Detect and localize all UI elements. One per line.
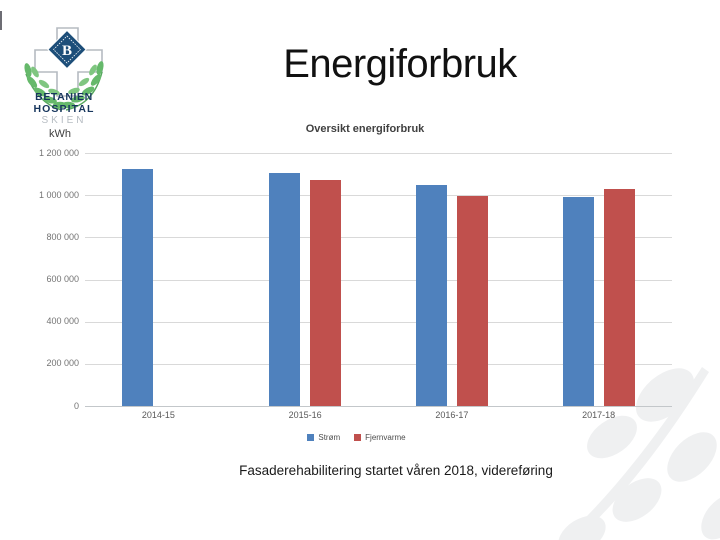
logo-monogram: B — [62, 43, 72, 59]
slide-edge-mark — [0, 11, 2, 30]
chart-legend: Strøm Fjernvarme — [63, 433, 650, 442]
bar-fjernvarme-2017-18 — [603, 188, 635, 406]
gridline — [85, 321, 672, 323]
legend-swatch-fjernvarme-icon — [354, 434, 362, 441]
gridline — [85, 195, 672, 197]
logo-text: BETANIEN HOSPITAL SKIEN — [18, 92, 110, 126]
bar-str-m-2016-17 — [415, 184, 447, 406]
laurel-wreath-icon — [24, 61, 104, 111]
y-tick-label: 1 000 000 — [38, 189, 79, 200]
logo-line-skien: SKIEN — [41, 115, 87, 126]
x-tick-label-2017-18: 2017-18 — [582, 410, 616, 420]
legend-label-str-m: Strøm — [318, 433, 341, 442]
logo-line-betanien: BETANIEN — [35, 91, 93, 103]
bar-str-m-2015-16 — [269, 173, 301, 406]
y-tick-label: 0 — [73, 400, 79, 411]
gridline — [85, 237, 672, 239]
legend-item-fjernvarme: Fjernvarme — [354, 433, 406, 442]
y-axis-unit-label: kWh — [49, 128, 71, 140]
x-tick-label-2016-17: 2016-17 — [435, 410, 469, 420]
gridline — [85, 153, 672, 154]
bar-str-m-2017-18 — [562, 197, 594, 406]
legend-label-fjernvarme: Fjernvarme — [365, 433, 406, 442]
x-tick-label-2015-16: 2015-16 — [288, 410, 322, 420]
betanien-logo: B BETANIEN HOSPITAL SKIEN — [18, 22, 110, 127]
gridline — [85, 363, 672, 365]
gridline — [85, 279, 672, 281]
y-tick-label: 800 000 — [46, 231, 79, 242]
x-axis-line — [85, 406, 672, 407]
bar-str-m-2014-15 — [122, 168, 154, 406]
legend-swatch-str-m-icon — [307, 434, 315, 441]
y-tick-label: 200 000 — [46, 358, 79, 369]
chart-title: Oversikt energiforbruk — [305, 123, 425, 135]
diamond-monogram-icon: B — [47, 29, 87, 70]
bar-fjernvarme-2016-17 — [456, 196, 488, 406]
y-tick-label: 1 200 000 — [38, 147, 79, 158]
logo-line-hospital: HOSPITAL — [33, 102, 95, 115]
betanien-logo-graphic: B — [24, 27, 104, 111]
legend-item-str-m: Strøm — [307, 433, 340, 442]
y-tick-label: 600 000 — [46, 274, 79, 284]
x-tick-label-2014-15: 2014-15 — [141, 410, 175, 420]
slide-title: Energiforbruk — [283, 42, 517, 86]
y-tick-label: 400 000 — [46, 316, 79, 327]
plot-area: 1 200 000 1 000 000 800 000 600 000 400 000 2… — [39, 148, 672, 420]
slide-caption: Fasaderehabilitering startet våren 2018,… — [239, 463, 553, 478]
bar-fjernvarme-2015-16 — [310, 180, 342, 406]
